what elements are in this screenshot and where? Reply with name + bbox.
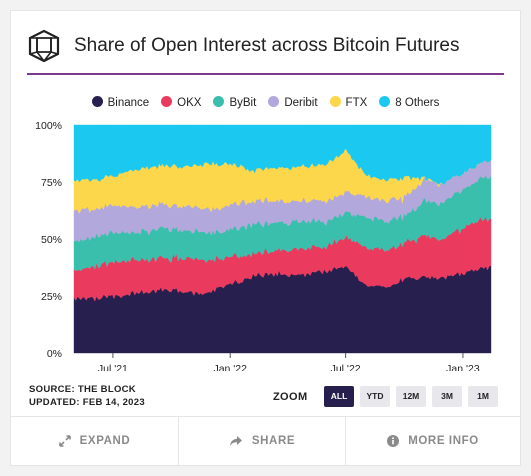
legend-swatch [91,96,103,107]
x-tick-label: Jan '23 [446,363,480,371]
legend-label: ByBit [229,97,257,109]
more-info-button[interactable]: MORE INFO [346,417,520,465]
y-tick-label: 50% [41,234,62,246]
expand-button[interactable]: EXPAND [11,417,178,465]
source-note: SOURCE: THE BLOCK UPDATED: FEB 14, 2023 [29,383,145,409]
the-block-logo-icon [28,29,60,63]
chart-legend: Binance OKX ByBit Deribit FTX 8 Others [11,96,520,109]
y-tick-label: 100% [35,120,62,132]
legend-label: OKX [177,97,202,109]
y-tick-label: 75% [41,177,62,189]
legend-swatch [213,96,225,107]
legend-swatch [161,96,173,107]
updated-line: UPDATED: FEB 14, 2023 [29,397,145,408]
x-tick-label: Jul '21 [98,363,128,371]
share-button[interactable]: SHARE [179,417,345,465]
card-footer: EXPAND SHARE MORE INFO [11,416,520,465]
zoom-button-1m[interactable]: 1M [468,386,498,407]
expand-icon [58,435,71,447]
x-tick-label: Jul '22 [331,363,361,371]
zoom-button-all[interactable]: ALL [324,386,354,407]
legend-label: FTX [345,97,368,109]
zoom-controls: ZOOM ALL YTD 12M 3M 1M [273,386,498,408]
legend-swatch [329,96,341,107]
y-tick-label: 0% [47,348,62,360]
chart-header: Share of Open Interest across Bitcoin Fu… [27,29,504,75]
legend-item-binance[interactable]: Binance [91,96,150,109]
chart-title: Share of Open Interest across Bitcoin Fu… [74,35,460,56]
share-arrow-icon [229,435,242,446]
zoom-button-ytd[interactable]: YTD [360,386,390,407]
zoom-button-3m[interactable]: 3M [432,386,462,407]
legend-item-deribit[interactable]: Deribit [268,96,318,109]
stacked-area-chart: 0% 25% 50% 75% 100% Jul '21 Jan '22 Jul '22 Jan … [35,120,492,371]
zoom-label: ZOOM [272,390,308,403]
zoom-button-12m[interactable]: 12M [396,386,426,407]
legend-item-bybit[interactable]: ByBit [213,96,256,109]
legend-item-okx[interactable]: OKX [161,96,201,109]
x-tick-label: Jan '22 [213,363,247,371]
share-label: SHARE [251,435,296,447]
y-tick-label: 25% [41,291,62,303]
legend-swatch [268,96,280,107]
expand-label: EXPAND [79,435,131,447]
legend-label: Deribit [284,97,318,109]
more-info-label: MORE INFO [408,435,479,447]
legend-item-ftx[interactable]: FTX [329,96,368,109]
chart-card: Share of Open Interest across Bitcoin Fu… [10,10,521,466]
source-line: SOURCE: THE BLOCK [29,384,136,395]
info-icon [387,434,400,447]
legend-swatch [379,96,391,107]
legend-label: Binance [107,97,150,109]
legend-item-8-others[interactable]: 8 Others [379,96,439,109]
legend-label: 8 Others [395,97,440,109]
area-series-8-others[interactable] [73,124,492,186]
